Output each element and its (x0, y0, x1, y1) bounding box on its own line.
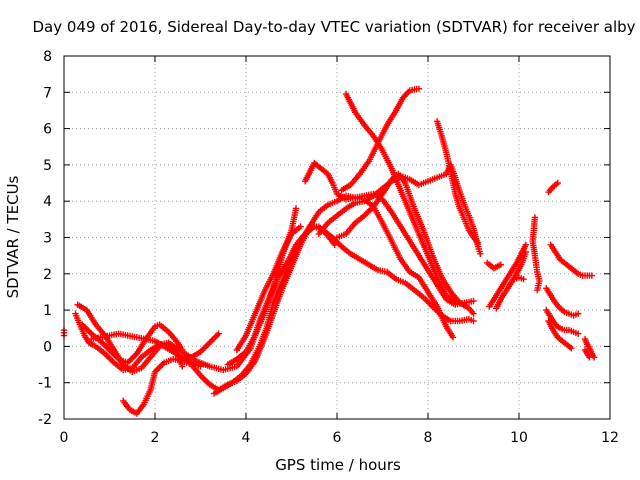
y-tick-label: 2 (43, 267, 52, 283)
y-tick-label: 0 (43, 339, 52, 355)
chart-title: Day 049 of 2016, Sidereal Day-to-day VTE… (32, 18, 635, 36)
plot-frame (63, 55, 611, 420)
data-point (179, 346, 186, 354)
data-point (497, 261, 504, 268)
data-point (179, 363, 186, 370)
data-point (214, 332, 221, 339)
data-point (461, 301, 468, 308)
y-tick-label: -1 (38, 376, 52, 392)
y-tick-label: 3 (43, 231, 52, 247)
data-point (477, 250, 484, 257)
y-tick-label: 8 (43, 49, 52, 65)
data-marks (60, 85, 598, 417)
data-point (415, 85, 423, 92)
y-tick-label: 4 (43, 194, 52, 210)
data-point (522, 241, 529, 248)
x-tick-label: 4 (242, 430, 251, 446)
data-point (203, 378, 210, 385)
data-point (364, 209, 371, 216)
data-point (474, 239, 482, 247)
data-point (362, 211, 369, 218)
x-tick-label: 8 (424, 430, 433, 446)
data-point (470, 297, 477, 305)
y-tick-label: 7 (43, 85, 52, 101)
data-point (588, 272, 595, 279)
data-point (215, 330, 222, 337)
data-point (206, 339, 213, 346)
data-point (204, 341, 212, 348)
data-point (297, 223, 304, 230)
y-tick-label: 1 (43, 303, 52, 319)
data-point (449, 334, 457, 341)
y-tick-label: 5 (43, 158, 52, 174)
data-point (575, 310, 582, 317)
data-point (197, 363, 204, 370)
data-point (586, 354, 593, 361)
x-tick-label: 10 (510, 430, 528, 446)
x-tick-label: 12 (601, 430, 619, 446)
data-point (292, 205, 300, 212)
data-point (98, 339, 106, 346)
data-point (331, 241, 338, 248)
data-point (405, 88, 412, 96)
data-point (470, 310, 477, 317)
data-point (107, 356, 115, 363)
x-tick-label: 6 (333, 430, 342, 446)
data-point (130, 353, 137, 360)
y-axis-label: SDTVAR / TECUs (4, 175, 22, 298)
data-point (534, 286, 541, 294)
data-point (575, 330, 582, 337)
x-tick-label: 2 (151, 430, 160, 446)
y-tick-label: 6 (43, 122, 52, 138)
data-point (104, 353, 112, 360)
x-axis-label: GPS time / hours (275, 456, 401, 474)
data-point (568, 345, 575, 352)
data-point (520, 276, 527, 283)
y-tick-label: -2 (38, 412, 52, 428)
data-point (470, 317, 477, 325)
data-point (203, 342, 210, 349)
data-point (423, 297, 430, 304)
data-point (522, 248, 529, 256)
data-point (126, 358, 133, 365)
data-point (554, 179, 561, 187)
data-point (106, 355, 113, 362)
x-tick-label: 0 (60, 430, 69, 446)
